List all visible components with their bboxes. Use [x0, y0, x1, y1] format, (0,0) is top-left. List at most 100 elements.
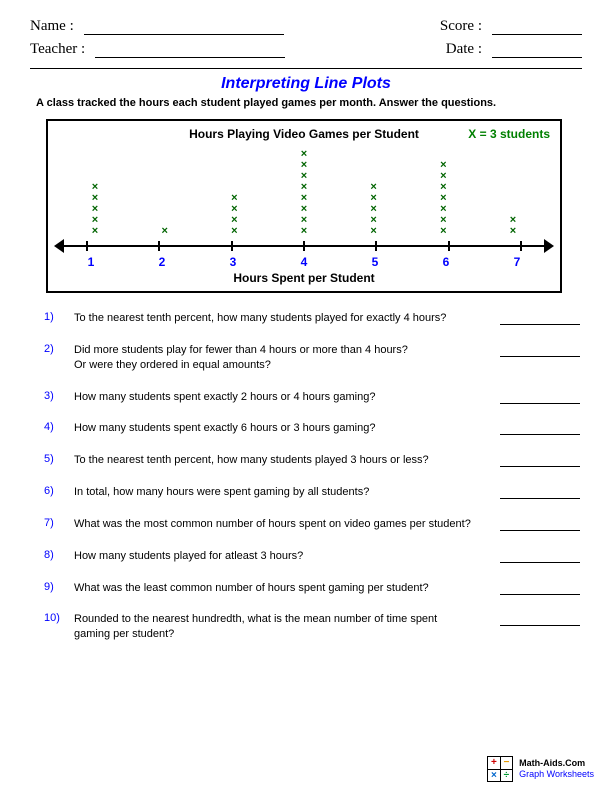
answer-blank[interactable]	[500, 519, 580, 531]
question-row: 1)To the nearest tenth percent, how many…	[44, 311, 580, 326]
plot-stack: ×××××	[365, 182, 383, 237]
question-text: In total, how many hours were spent gami…	[74, 485, 500, 500]
plot-xlabel: Hours Spent per Student	[58, 271, 550, 285]
footer-line1: Math-Aids.Com	[519, 758, 594, 769]
plot-stack: ××	[504, 215, 522, 237]
question-row: 10)Rounded to the nearest hundredth, wha…	[44, 612, 580, 642]
question-text: How many students played for atleast 3 h…	[74, 549, 500, 564]
question-row: 8)How many students played for atleast 3…	[44, 549, 580, 564]
teacher-blank[interactable]	[95, 44, 285, 58]
plot-mark-icon: ×	[92, 226, 98, 237]
tick-label: 7	[508, 255, 526, 269]
plot-mark-icon: ×	[370, 226, 376, 237]
answer-blank[interactable]	[500, 345, 580, 357]
answer-blank[interactable]	[500, 583, 580, 595]
axis-arrow-right-icon	[544, 239, 554, 253]
axis-tick	[303, 241, 305, 251]
name-field: Name :	[30, 18, 284, 35]
plot-mark-icon: ×	[510, 226, 516, 237]
logo-cell: +	[488, 757, 500, 769]
axis-arrow-left-icon	[54, 239, 64, 253]
teacher-label: Teacher :	[30, 41, 85, 58]
plot-stack: ××××	[225, 193, 243, 237]
date-blank[interactable]	[492, 44, 582, 58]
question-row: 2)Did more students play for fewer than …	[44, 343, 580, 373]
plot-mark-icon: ×	[231, 226, 237, 237]
logo-cell: ×	[488, 770, 500, 782]
score-blank[interactable]	[492, 21, 582, 35]
question-text: What was the least common number of hour…	[74, 581, 500, 596]
axis-tick	[520, 241, 522, 251]
question-row: 4)How many students spent exactly 6 hour…	[44, 421, 580, 436]
plot-mark-icon: ×	[301, 226, 307, 237]
question-row: 9)What was the least common number of ho…	[44, 581, 580, 596]
tick-label: 6	[437, 255, 455, 269]
question-text: How many students spent exactly 6 hours …	[74, 421, 500, 436]
question-number: 2)	[44, 343, 74, 355]
logo-icon: +−×÷	[487, 756, 513, 782]
plot-mark-icon: ×	[440, 226, 446, 237]
question-row: 3)How many students spent exactly 2 hour…	[44, 390, 580, 405]
question-number: 7)	[44, 517, 74, 529]
question-text: What was the most common number of hours…	[74, 517, 500, 532]
question-text: How many students spent exactly 2 hours …	[74, 390, 500, 405]
question-number: 10)	[44, 612, 74, 624]
question-row: 7)What was the most common number of hou…	[44, 517, 580, 532]
question-number: 5)	[44, 453, 74, 465]
tick-label: 5	[366, 255, 384, 269]
plot-mark-icon: ×	[161, 226, 167, 237]
question-number: 4)	[44, 421, 74, 433]
name-label: Name :	[30, 18, 74, 35]
tick-label: 4	[295, 255, 313, 269]
question-number: 9)	[44, 581, 74, 593]
question-row: 5)To the nearest tenth percent, how many…	[44, 453, 580, 468]
score-field: Score :	[440, 18, 582, 35]
footer: +−×÷ Math-Aids.Com Graph Worksheets	[487, 756, 594, 782]
question-number: 3)	[44, 390, 74, 402]
plot-stack: ×	[156, 226, 174, 237]
axis-tick	[448, 241, 450, 251]
answer-blank[interactable]	[500, 614, 580, 626]
question-number: 1)	[44, 311, 74, 323]
footer-line2: Graph Worksheets	[519, 769, 594, 780]
question-number: 8)	[44, 549, 74, 561]
logo-cell: ÷	[501, 770, 513, 782]
axis-tick	[158, 241, 160, 251]
date-label: Date :	[446, 41, 482, 58]
plot-stack: ×××××	[86, 182, 104, 237]
tick-label: 2	[153, 255, 171, 269]
answer-blank[interactable]	[500, 313, 580, 325]
question-text: Rounded to the nearest hundredth, what i…	[74, 612, 500, 642]
axis-tick	[231, 241, 233, 251]
tick-labels: 1 2 3 4 5 6 7	[58, 255, 550, 269]
question-list: 1)To the nearest tenth percent, how many…	[44, 311, 580, 642]
question-number: 6)	[44, 485, 74, 497]
plot-legend: X = 3 students	[468, 127, 550, 141]
tick-label: 3	[224, 255, 242, 269]
logo-cell: −	[501, 757, 513, 769]
header-divider	[30, 68, 582, 69]
question-row: 6)In total, how many hours were spent ga…	[44, 485, 580, 500]
line-plot: Hours Playing Video Games per Student X …	[46, 119, 562, 293]
answer-blank[interactable]	[500, 423, 580, 435]
plot-axis	[58, 239, 550, 253]
question-text: To the nearest tenth percent, how many s…	[74, 311, 500, 326]
plot-stack: ××××××××	[295, 149, 313, 237]
answer-blank[interactable]	[500, 455, 580, 467]
plot-stack: ×××××××	[434, 160, 452, 237]
answer-blank[interactable]	[500, 487, 580, 499]
question-text: To the nearest tenth percent, how many s…	[74, 453, 500, 468]
axis-tick	[375, 241, 377, 251]
plot-title: Hours Playing Video Games per Student	[189, 127, 419, 141]
tick-label: 1	[82, 255, 100, 269]
axis-tick	[86, 241, 88, 251]
question-text: Did more students play for fewer than 4 …	[74, 343, 500, 373]
date-field: Date :	[446, 41, 582, 58]
plot-stacks: ××××××××××××××××××××××××××××××××	[58, 145, 550, 237]
answer-blank[interactable]	[500, 551, 580, 563]
worksheet-title: Interpreting Line Plots	[30, 75, 582, 93]
intro-text: A class tracked the hours each student p…	[36, 97, 582, 109]
answer-blank[interactable]	[500, 392, 580, 404]
score-label: Score :	[440, 18, 482, 35]
name-blank[interactable]	[84, 21, 284, 35]
